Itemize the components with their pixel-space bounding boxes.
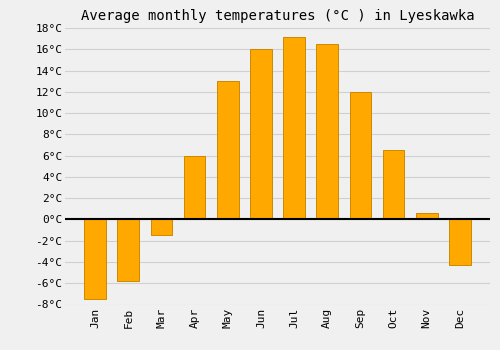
Bar (84, 219, 106, 299)
Title: Average monthly temperatures (°C ) in Lyeskawka: Average monthly temperatures (°C ) in Ly… (80, 9, 474, 23)
Bar (217, 81, 238, 219)
Bar (284, 36, 305, 219)
Bar (250, 49, 272, 219)
Bar (350, 92, 371, 219)
Bar (383, 150, 404, 219)
Bar (118, 219, 139, 281)
Bar (416, 213, 438, 219)
Bar (449, 219, 470, 265)
Bar (150, 219, 172, 235)
Bar (316, 44, 338, 219)
Bar (184, 156, 206, 219)
